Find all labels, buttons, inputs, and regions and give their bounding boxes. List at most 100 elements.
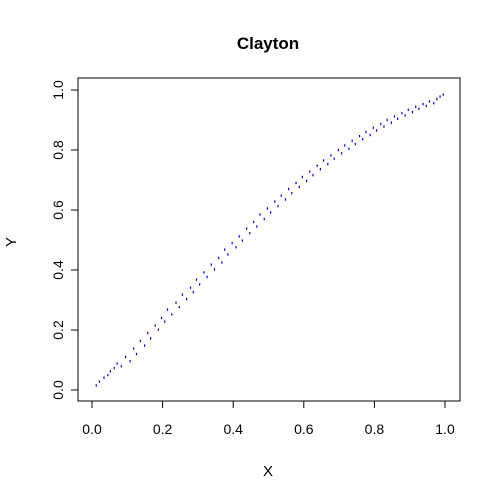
x-tick-label: 0.8 (365, 421, 385, 437)
data-point (386, 118, 388, 122)
data-point (442, 93, 444, 96)
data-point (348, 147, 350, 150)
data-point (266, 207, 269, 210)
data-point (263, 217, 265, 221)
data-point (337, 148, 339, 152)
data-point (295, 181, 297, 185)
data-point (319, 168, 321, 171)
data-point (224, 248, 226, 251)
x-axis-label: X (263, 463, 273, 480)
data-point (166, 308, 169, 311)
data-point (249, 231, 251, 235)
data-point (259, 213, 261, 216)
data-point (120, 365, 122, 368)
data-point (144, 344, 146, 347)
data-point (186, 297, 188, 301)
data-point (407, 108, 409, 111)
data-point (372, 126, 374, 129)
data-point (147, 331, 149, 335)
data-point (330, 154, 332, 157)
data-point (411, 111, 414, 114)
data-point (415, 105, 417, 108)
data-point (189, 286, 192, 289)
data-point (160, 316, 163, 320)
data-point (221, 261, 223, 264)
data-point (256, 225, 258, 228)
data-point (231, 241, 233, 245)
data-point (284, 198, 287, 201)
data-point (433, 102, 435, 105)
data-point (113, 366, 115, 370)
data-point (312, 174, 314, 177)
data-point (199, 283, 201, 286)
data-point (133, 347, 135, 350)
data-point (154, 324, 156, 327)
data-point (277, 204, 279, 208)
data-point (270, 211, 272, 214)
data-point (393, 115, 396, 118)
chart-title: Clayton (237, 34, 299, 53)
data-point (333, 157, 335, 160)
data-point (365, 130, 367, 134)
data-point (164, 320, 166, 323)
data-point (322, 159, 325, 162)
data-point (390, 121, 392, 124)
data-point (375, 129, 378, 132)
data-point (129, 360, 131, 363)
data-point (362, 138, 364, 141)
data-point (298, 185, 300, 189)
data-point (291, 192, 293, 195)
data-point (253, 220, 255, 224)
data-point (436, 97, 438, 101)
data-point (380, 122, 382, 126)
data-point (124, 355, 127, 359)
data-point (210, 263, 212, 266)
data-point (218, 256, 220, 260)
data-point (309, 170, 311, 173)
data-point (175, 301, 177, 304)
data-point (301, 175, 303, 179)
data-point (422, 102, 424, 106)
data-point (306, 179, 308, 183)
y-tick-label: 0.8 (50, 140, 66, 160)
data-point (418, 107, 420, 111)
x-tick-label: 0.4 (223, 421, 243, 437)
data-point (358, 135, 361, 138)
data-point (192, 291, 194, 294)
points-layer (95, 93, 444, 387)
data-point (206, 275, 208, 279)
y-tick-label: 0.6 (50, 200, 66, 220)
data-point (107, 373, 109, 377)
data-point (195, 278, 198, 281)
data-point (351, 139, 353, 142)
data-point (227, 253, 229, 256)
data-point (425, 104, 427, 108)
data-point (181, 293, 183, 296)
data-point (150, 337, 152, 340)
data-point (369, 133, 371, 137)
data-point (327, 162, 329, 166)
data-point (203, 271, 205, 274)
data-point (103, 376, 105, 379)
data-point (397, 117, 399, 120)
data-point (213, 268, 216, 271)
data-point (354, 142, 356, 146)
data-point (95, 384, 97, 387)
x-tick-label: 0.2 (153, 421, 173, 437)
data-point (404, 114, 406, 117)
data-point (246, 227, 248, 230)
y-tick-label: 0.0 (50, 380, 66, 400)
data-point (109, 370, 111, 373)
data-point (316, 164, 318, 167)
data-point (98, 380, 101, 383)
x-tick-label: 1.0 (435, 421, 455, 437)
data-point (171, 313, 173, 316)
x-axis: 0.0 0.2 0.4 0.6 0.8 1.0 (82, 400, 455, 437)
data-point (428, 100, 431, 103)
data-point (401, 111, 403, 115)
y-axis: 0.0 0.2 0.4 0.6 0.8 1.0 (50, 80, 79, 400)
x-tick-label: 0.0 (82, 421, 102, 437)
y-tick-label: 0.4 (50, 260, 66, 280)
